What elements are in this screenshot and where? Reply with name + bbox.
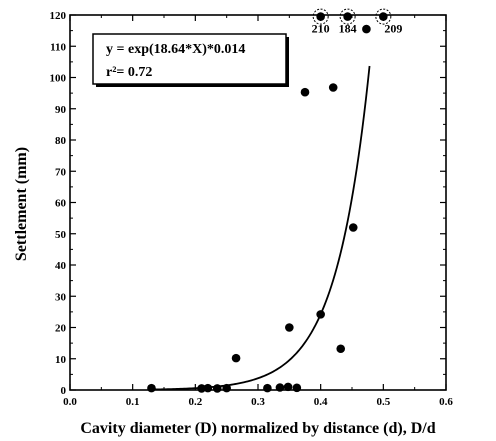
offscale-point-ring	[339, 8, 356, 25]
x-tick-label: 0.1	[126, 396, 140, 408]
x-tick-label: 0.0	[63, 396, 77, 408]
offscale-point-label: 209	[384, 22, 402, 36]
offscale-point	[343, 12, 352, 21]
offscale-point-label: 184	[339, 22, 357, 36]
data-point	[212, 384, 222, 393]
offscale-point	[316, 12, 325, 21]
data-point	[348, 223, 358, 232]
y-tick-label: 50	[55, 229, 67, 241]
x-axis-title: Cavity diameter (D) normalized by distan…	[80, 420, 435, 437]
y-tick-label: 110	[50, 41, 66, 53]
data-point	[316, 310, 325, 319]
fit-curve-layer	[151, 65, 371, 391]
equation-box-frame	[92, 33, 287, 85]
y-tick-label: 70	[55, 166, 67, 178]
y-axis-ticks: 0 10 20 30 40 50 60 70 80 90 100 110 120	[50, 10, 446, 397]
data-points	[147, 24, 371, 393]
data-point	[275, 383, 285, 392]
data-point	[197, 384, 206, 393]
fit-r-squared: r²= 0.72	[106, 65, 152, 80]
y-tick-label: 10	[55, 354, 67, 366]
data-point	[336, 344, 346, 354]
offscale-point-ring	[312, 8, 329, 25]
x-tick-label: 0.5	[376, 396, 390, 408]
exponential-fit-line	[151, 65, 371, 391]
data-point	[292, 383, 302, 393]
y-tick-label: 100	[50, 73, 67, 85]
data-point	[300, 87, 310, 97]
y-tick-label: 40	[55, 260, 67, 272]
data-point	[285, 323, 294, 332]
y-tick-label: 120	[50, 10, 67, 22]
offscale-point	[379, 12, 388, 21]
y-tick-label: 30	[55, 291, 67, 303]
y-tick-label: 0	[61, 385, 67, 397]
y-tick-label: 20	[55, 323, 67, 335]
data-point	[328, 83, 338, 92]
x-tick-label: 0.2	[188, 396, 202, 408]
equation-box: y = exp(18.64*X)*0.014 r²= 0.72	[92, 33, 289, 87]
data-point	[147, 383, 156, 393]
x-tick-label: 0.4	[314, 396, 328, 408]
data-point	[231, 353, 241, 363]
offscale-points: 210 184 209	[312, 8, 402, 36]
data-point	[283, 382, 293, 392]
data-point	[222, 383, 231, 393]
y-axis-title: Settlement (mm)	[13, 147, 30, 261]
y-tick-label: 80	[55, 135, 67, 147]
offscale-point-ring	[375, 8, 392, 25]
y-tick-label: 90	[55, 104, 67, 116]
data-point	[362, 24, 371, 34]
data-point	[263, 383, 272, 393]
x-tick-label: 0.6	[439, 396, 453, 408]
data-point	[203, 383, 213, 393]
y-tick-label: 60	[55, 198, 67, 210]
fit-equation: y = exp(18.64*X)*0.014	[106, 42, 245, 57]
x-tick-label: 0.3	[251, 396, 265, 408]
offscale-point-label: 210	[312, 22, 330, 36]
